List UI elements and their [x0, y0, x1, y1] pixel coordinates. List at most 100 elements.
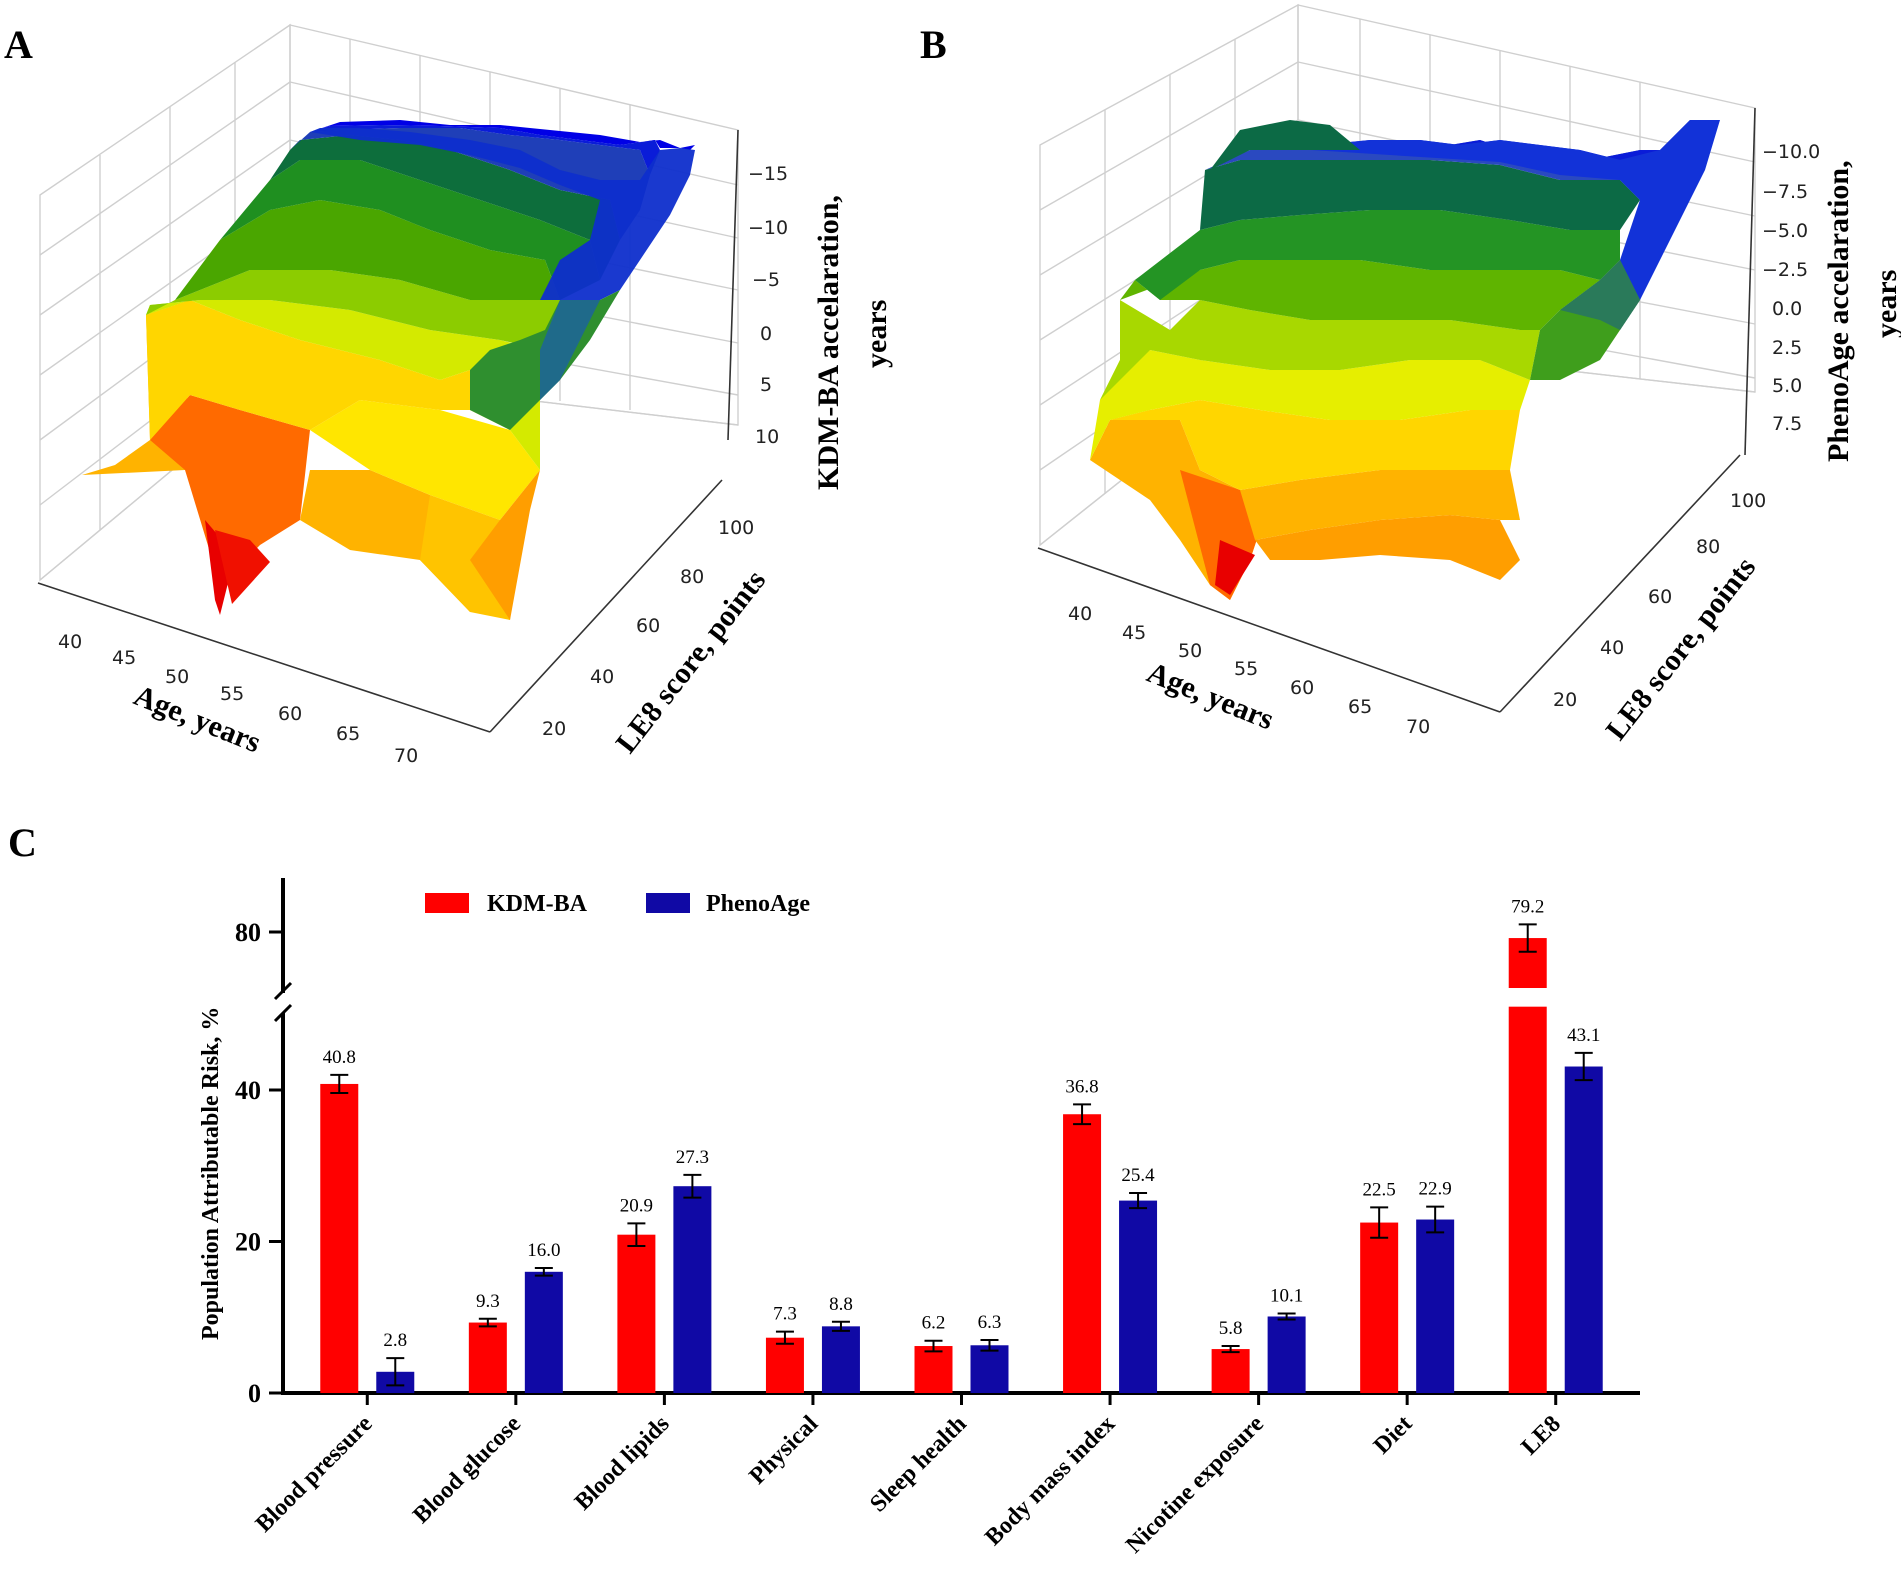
tick-label: −15: [748, 163, 788, 185]
bar-kdm-ba: [1063, 1114, 1102, 1393]
tick-label: 65: [336, 723, 360, 745]
data-label: 2.8: [383, 1330, 407, 1351]
legend-swatch-kdm-ba: [425, 893, 469, 913]
tick-label: 7.5: [1772, 413, 1802, 435]
tick-label: 55: [220, 683, 244, 705]
tick-label: 45: [1122, 622, 1146, 644]
panel-b-z-axis: [1744, 107, 1756, 456]
tick-label: 40: [58, 631, 82, 653]
tick-label: 5: [760, 374, 772, 396]
bar-kdm-ba: [617, 1234, 656, 1393]
data-label: 6.3: [978, 1312, 1002, 1333]
category-label: Physical: [744, 1411, 823, 1490]
legend-label-phenoage: PhenoAge: [706, 891, 810, 917]
tick-label: 0: [760, 323, 772, 345]
data-label: 43.1: [1567, 1025, 1600, 1046]
tick-label: 20: [542, 718, 566, 740]
bar-phenoage: [1416, 1219, 1455, 1393]
panel-a-z-axis: [727, 129, 739, 441]
panel-b-x-ticks: 40 45 50 55 60 65 70: [1068, 603, 1430, 738]
tick-label: 45: [112, 647, 136, 669]
tick-label: 40: [590, 666, 614, 688]
data-label: 8.8: [829, 1294, 853, 1315]
y-axis-title: Population Attributable Risk, %: [198, 1007, 224, 1340]
panel-b-axes: [1037, 107, 1756, 713]
data-label: 10.1: [1270, 1285, 1303, 1306]
tick-label: 80: [1696, 536, 1720, 558]
panel-a-x-ticks: 40 45 50 55 60 65 70: [58, 631, 418, 767]
data-label: 6.2: [922, 1313, 946, 1334]
data-label: 16.0: [527, 1240, 560, 1261]
tick-label: 80: [680, 566, 704, 588]
tick-label: 100: [1730, 490, 1766, 512]
tick-label: 0.0: [1772, 298, 1802, 320]
category-label: Sleep health: [865, 1411, 972, 1518]
category-label: Blood pressure: [251, 1411, 378, 1538]
y-axis-break-mark: [273, 1003, 293, 1023]
data-label: 20.9: [620, 1195, 653, 1216]
tick-label: −5.0: [1762, 220, 1808, 242]
data-label: 40.8: [323, 1047, 356, 1068]
tick-label: 65: [1348, 696, 1372, 718]
tick-label: −10.0: [1762, 141, 1820, 163]
panel-a-z-ticks: −15 −10 −5 0 5 10: [748, 163, 788, 448]
bar-kdm-ba: [1360, 1222, 1399, 1393]
bar-kdm-ba: [1211, 1349, 1250, 1393]
data-label: 27.3: [676, 1147, 709, 1168]
panel-a-y-title: LE8 score, points: [610, 564, 773, 759]
panel-b-x-axis: [1037, 547, 1501, 713]
panel-a-axes: [37, 129, 739, 733]
panel-b-y-ticks: 20 40 60 80 100: [1553, 490, 1766, 711]
data-label: 25.4: [1121, 1165, 1155, 1186]
panel-a-y-axis: [489, 479, 723, 733]
bar-chart-plot: 0 20 40 80 Blood pressure 40.8 2.8 Blood glucos…: [235, 878, 1640, 1559]
legend-label-kdm-ba: KDM-BA: [487, 891, 588, 917]
data-label: 22.5: [1363, 1179, 1396, 1200]
bar-phenoage: [673, 1186, 712, 1393]
tick-label: 10: [755, 426, 779, 448]
data-label: 7.3: [773, 1304, 797, 1325]
data-label: 9.3: [476, 1291, 500, 1312]
tick-label: 50: [1178, 640, 1202, 662]
bar-kdm-ba: [468, 1322, 507, 1393]
tick-label: 70: [394, 745, 418, 767]
tick-label: 60: [1290, 677, 1314, 699]
data-label: 5.8: [1219, 1318, 1243, 1339]
category-label: Diet: [1369, 1411, 1418, 1460]
tick-label: −10: [748, 217, 788, 239]
panel-c: C Population Attributable Risk, % KDM-BA…: [8, 820, 1640, 1559]
tick-label: 50: [165, 666, 189, 688]
y-tick-label: 40: [235, 1076, 261, 1105]
tick-label: 60: [1648, 586, 1672, 608]
tick-label: 60: [636, 615, 660, 637]
y-tick-label: 20: [235, 1228, 261, 1257]
bar-kdm-ba: [1508, 1006, 1547, 1393]
bar-phenoage: [821, 1326, 860, 1393]
data-label: 22.9: [1419, 1179, 1452, 1200]
tick-label: 60: [278, 703, 302, 725]
tick-label: −7.5: [1762, 181, 1808, 203]
category-label: Nicotine exposure: [1121, 1411, 1269, 1559]
bar-phenoage: [1267, 1316, 1306, 1393]
panel-b: B: [920, 3, 1901, 746]
panel-b-z-title-line1: PhenoAge accelaration,: [1822, 160, 1855, 462]
bar-kdm-ba: [914, 1346, 953, 1393]
panel-a-x-title: Age, years: [129, 679, 265, 760]
category-label: LE8: [1516, 1411, 1566, 1461]
tick-label: −2.5: [1762, 259, 1808, 281]
panel-a-y-ticks: 20 40 60 80 100: [542, 517, 754, 740]
tick-label: 5.0: [1772, 375, 1802, 397]
panel-b-y-axis: [1499, 454, 1741, 713]
panel-a-surface: [82, 120, 695, 620]
tick-label: −5: [752, 269, 780, 291]
tick-label: 40: [1600, 637, 1624, 659]
bar-phenoage: [1119, 1200, 1158, 1393]
category-label: Blood glucose: [408, 1411, 526, 1529]
panel-a-x-axis: [37, 582, 491, 733]
tick-label: 20: [1553, 689, 1577, 711]
y-tick-label: 0: [248, 1379, 261, 1408]
panel-c-label: C: [8, 820, 37, 865]
tick-label: 2.5: [1772, 337, 1802, 359]
tick-label: 55: [1234, 658, 1258, 680]
